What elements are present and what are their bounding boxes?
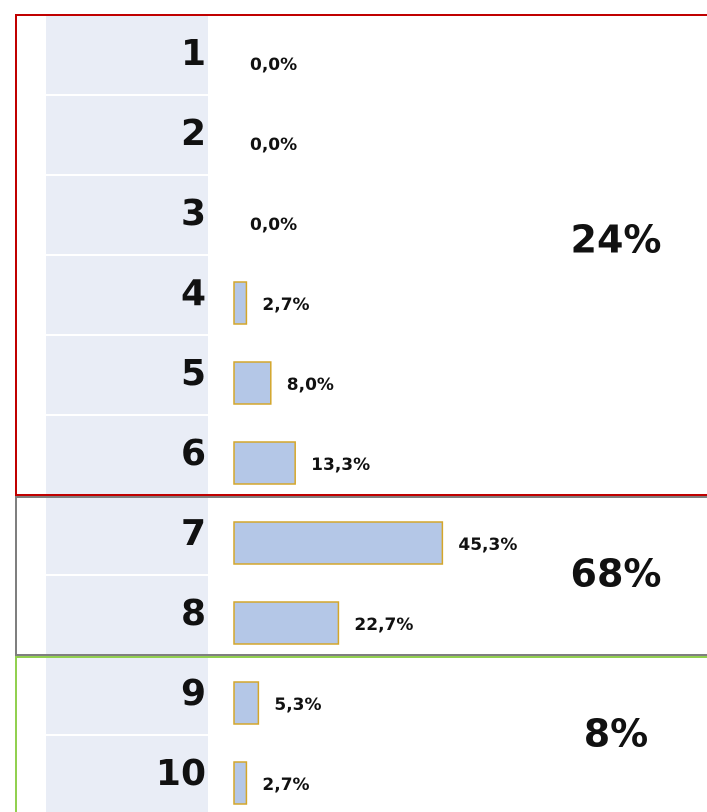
bar — [233, 681, 260, 725]
category-label: 7 — [181, 513, 206, 554]
bar — [233, 281, 248, 325]
value-label: 8,0% — [287, 375, 334, 395]
group-box — [15, 496, 707, 656]
category-label: 4 — [181, 273, 206, 314]
category-label: 2 — [181, 113, 206, 154]
value-label: 2,7% — [262, 775, 309, 795]
bar — [233, 361, 272, 405]
group-box — [15, 14, 707, 496]
category-label: 5 — [181, 353, 206, 394]
category-label: 1 — [181, 33, 206, 74]
category-label: 8 — [181, 593, 206, 634]
category-label: 10 — [156, 753, 206, 794]
value-label: 22,7% — [354, 615, 413, 635]
value-label: 0,0% — [250, 135, 297, 155]
group-label: 68% — [571, 552, 662, 596]
category-label: 3 — [181, 193, 206, 234]
category-label: 6 — [181, 433, 206, 474]
bar — [233, 521, 444, 565]
value-label: 0,0% — [250, 55, 297, 75]
category-column — [46, 15, 208, 812]
group-label: 24% — [571, 218, 662, 262]
bar — [233, 441, 296, 485]
category-label: 9 — [181, 673, 206, 714]
value-label: 5,3% — [274, 695, 321, 715]
value-label: 45,3% — [458, 535, 517, 555]
group-label: 8% — [584, 712, 649, 756]
group-box — [15, 656, 707, 812]
bar — [233, 761, 248, 805]
bar — [233, 601, 340, 645]
value-label: 2,7% — [262, 295, 309, 315]
value-label: 0,0% — [250, 215, 297, 235]
value-label: 13,3% — [311, 455, 370, 475]
